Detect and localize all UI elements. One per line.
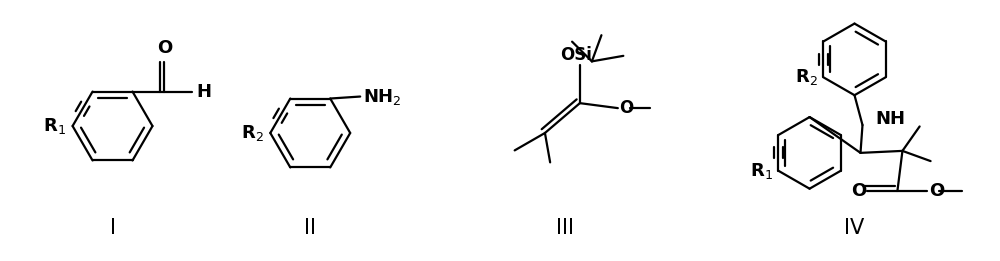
Text: H: H: [196, 82, 211, 100]
Text: R$_1$: R$_1$: [750, 161, 772, 181]
Text: I: I: [110, 218, 116, 238]
Text: O: O: [619, 99, 633, 117]
Text: O: O: [157, 39, 172, 57]
Text: O: O: [929, 182, 945, 200]
Text: OSi: OSi: [560, 46, 592, 64]
Text: R$_2$: R$_2$: [241, 123, 263, 143]
Text: R$_1$: R$_1$: [43, 116, 66, 136]
Text: O: O: [851, 182, 866, 200]
Text: NH: NH: [875, 110, 905, 128]
Text: IV: IV: [844, 218, 865, 238]
Text: III: III: [556, 218, 574, 238]
Text: R$_2$: R$_2$: [795, 67, 817, 87]
Text: NH$_2$: NH$_2$: [363, 87, 402, 106]
Text: II: II: [304, 218, 316, 238]
